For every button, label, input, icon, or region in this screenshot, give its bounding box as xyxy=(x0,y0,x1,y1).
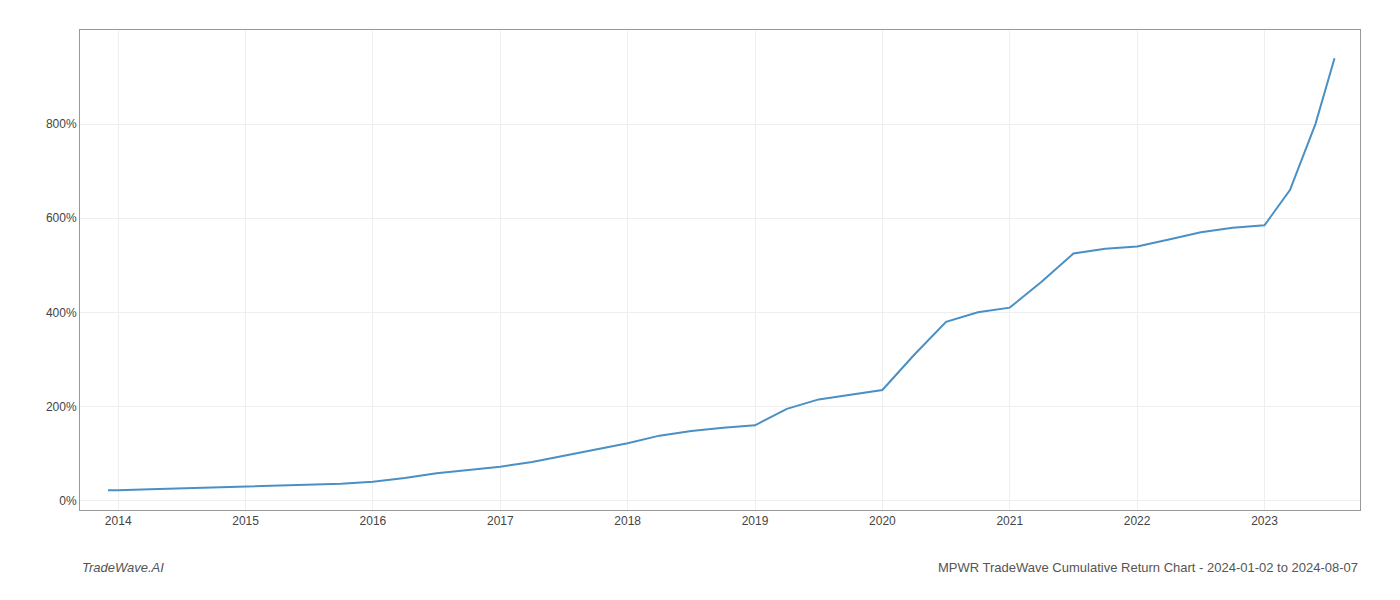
svg-text:200%: 200% xyxy=(46,400,77,414)
svg-text:600%: 600% xyxy=(46,211,77,225)
svg-text:2016: 2016 xyxy=(360,514,387,528)
svg-text:0%: 0% xyxy=(59,494,77,508)
svg-text:2015: 2015 xyxy=(232,514,259,528)
svg-text:2014: 2014 xyxy=(105,514,132,528)
svg-text:2021: 2021 xyxy=(996,514,1023,528)
svg-text:2018: 2018 xyxy=(614,514,641,528)
svg-text:TradeWave.AI: TradeWave.AI xyxy=(82,560,164,575)
svg-text:2023: 2023 xyxy=(1251,514,1278,528)
svg-text:2022: 2022 xyxy=(1124,514,1151,528)
svg-text:400%: 400% xyxy=(46,306,77,320)
svg-text:MPWR TradeWave Cumulative Retu: MPWR TradeWave Cumulative Return Chart -… xyxy=(938,560,1358,575)
svg-text:2017: 2017 xyxy=(487,514,514,528)
svg-text:2020: 2020 xyxy=(869,514,896,528)
svg-text:800%: 800% xyxy=(46,117,77,131)
svg-text:2019: 2019 xyxy=(742,514,769,528)
